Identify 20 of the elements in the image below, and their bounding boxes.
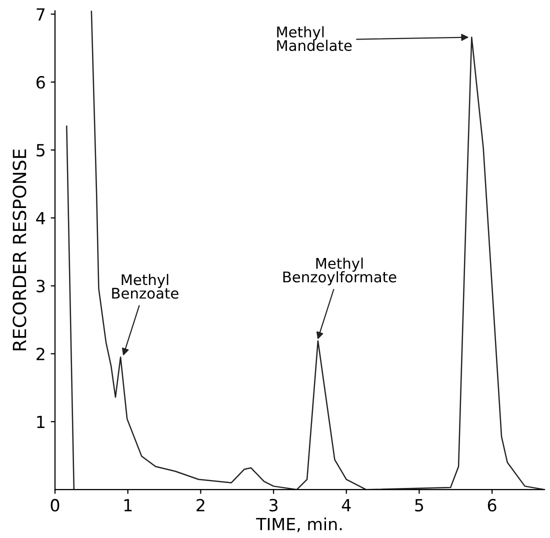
annotation: Methyl Benzoylformate [283,258,396,286]
y-tick-label: 5 [36,144,45,157]
x-tick-label: 3 [269,498,278,512]
x-tick-label: 1 [124,499,132,512]
x-tick-label: 6 [488,498,496,512]
x-tick-label: 4 [342,499,351,512]
x-axis-title: TIME, min. [256,518,342,532]
y-axis-title: RECORDER RESPONSE [12,149,26,350]
y-tick-label: 7 [36,8,45,20]
y-tick-label: 2 [36,348,44,360]
y-tick-label: 6 [36,76,45,89]
line-series [90,10,544,490]
x-tick-label: 0 [50,498,60,512]
y-tick-label: 1 [37,416,44,428]
annotation: Methyl Benzoate [112,274,178,299]
x-tick-label: 2 [196,498,204,512]
y-tick-label: 4 [36,212,46,224]
y-tick-label: 3 [36,280,45,292]
annotation: Methyl Mandelate [277,26,352,52]
x-tick-label: 5 [415,499,424,512]
